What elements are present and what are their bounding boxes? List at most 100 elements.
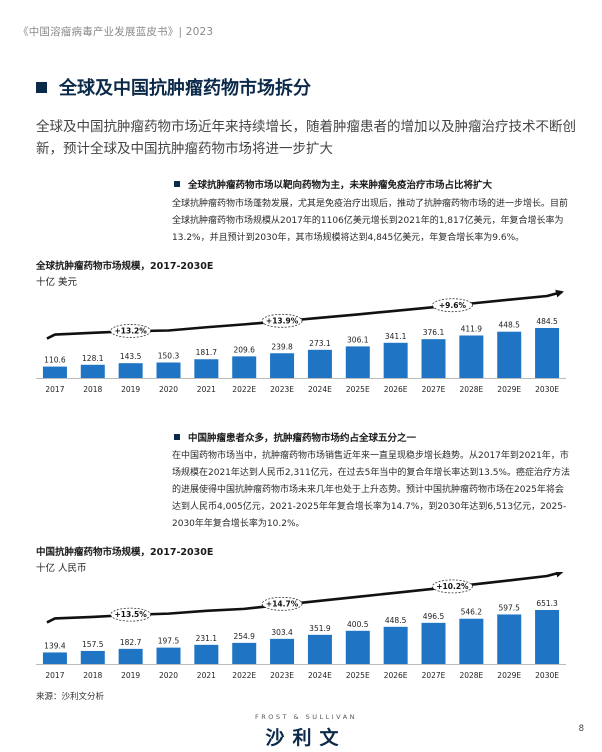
global-subheading: 全球抗肿瘤药物市场以靶向药物为主，未来肿瘤免疫治疗市场占比将扩大: [174, 177, 492, 191]
bar-2020: [156, 362, 181, 378]
category-tick-label: 2027E: [422, 385, 446, 394]
bar-value-label: 484.5: [536, 317, 558, 326]
bar-2026E: [383, 626, 408, 664]
cagr-annotation: +13.5%: [110, 607, 152, 622]
cagr-label: +13.5%: [114, 610, 147, 619]
cagr-label: +14.7%: [266, 599, 299, 608]
bar-2019: [118, 648, 143, 664]
bar-value-label: 157.5: [82, 640, 104, 649]
bar-2027E: [421, 339, 446, 378]
bar-value-label: 496.5: [423, 612, 445, 621]
bar-value-label: 448.5: [498, 321, 520, 330]
bar-2021: [194, 359, 219, 378]
bar-2023E: [270, 353, 295, 378]
cagr-annotation: +10.2%: [432, 579, 473, 594]
section-title-text: 全球及中国抗肿瘤药物市场拆分: [59, 78, 311, 99]
china-chart-unit: 十亿 人民币: [36, 563, 87, 574]
bar-2020: [156, 647, 181, 664]
bar-2019: [118, 363, 143, 378]
bar-2022E: [232, 642, 257, 664]
category-tick-label: 2018: [83, 385, 102, 394]
category-tick-label: 2025E: [346, 385, 370, 394]
category-tick-label: 2020: [159, 671, 178, 680]
bar-2021: [194, 644, 219, 664]
bar-value-label: 128.1: [82, 354, 104, 363]
bar-2030E: [535, 328, 560, 378]
category-tick-label: 2019: [121, 671, 140, 680]
category-tick-label: 2027E: [422, 671, 446, 680]
bar-2017: [42, 652, 67, 664]
bar-2029E: [497, 331, 522, 378]
cagr-annotation: +9.6%: [432, 298, 473, 313]
china-chart-title: 中国抗肿瘤药物市场规模，2017-2030E: [36, 547, 214, 558]
cagr-annotation: +13.9%: [261, 313, 303, 328]
global-market-chart: 110.6 2017 128.1 2018 143.5 2019 150.3 2020 181.…: [36, 289, 566, 394]
bar-value-label: 209.6: [233, 345, 255, 354]
bar-value-label: 239.8: [271, 342, 293, 351]
global-chart-title: 全球抗肿瘤药物市场规模，2017-2030E: [36, 261, 214, 272]
frost-sullivan-logo: FROST & SULLIVAN 沙利文: [236, 713, 376, 750]
bar-value-label: 341.1: [385, 332, 407, 341]
category-tick-label: 2021: [197, 385, 216, 394]
bar-2022E: [232, 356, 257, 378]
category-tick-label: 2023E: [270, 671, 294, 680]
category-tick-label: 2022E: [232, 385, 256, 394]
bar-2024E: [307, 349, 332, 378]
global-subheading-marker: [174, 181, 180, 187]
bar-2029E: [497, 614, 522, 664]
bar-2028E: [459, 335, 484, 378]
china-subheading: 中国肿瘤患者众多，抗肿瘤药物市场约占全球五分之一: [174, 430, 416, 444]
category-tick-label: 2025E: [346, 671, 370, 680]
category-tick-label: 2020: [159, 385, 178, 394]
category-tick-label: 2026E: [384, 671, 408, 680]
bar-value-label: 303.4: [271, 628, 293, 637]
bar-value-label: 376.1: [423, 328, 445, 337]
logo-english: FROST & SULLIVAN: [254, 713, 358, 721]
bar-value-label: 254.9: [233, 632, 255, 641]
bar-value-label: 150.3: [158, 351, 180, 360]
category-tick-label: 2023E: [270, 385, 294, 394]
china-paragraph: 在中国药物市场当中，抗肿瘤药物市场销售近年来一直呈现稳步增长趋势。从2017年到…: [172, 451, 570, 529]
bar-2023E: [270, 638, 295, 664]
bar-value-label: 411.9: [461, 324, 483, 333]
category-tick-label: 2022E: [232, 671, 256, 680]
source-footnote: 来源：沙利文分析: [36, 692, 105, 702]
category-tick-label: 2024E: [308, 671, 332, 680]
global-subheading-text: 全球抗肿瘤药物市场以靶向药物为主，未来肿瘤免疫治疗市场占比将扩大: [188, 180, 493, 191]
china-subheading-text: 中国肿瘤患者众多，抗肿瘤药物市场约占全球五分之一: [188, 433, 417, 444]
bar-value-label: 231.1: [196, 634, 218, 643]
category-tick-label: 2030E: [535, 385, 559, 394]
bar-value-label: 273.1: [309, 339, 331, 348]
section-title: 全球及中国抗肿瘤药物市场拆分: [36, 74, 311, 100]
logo-chinese: 沙利文: [265, 727, 347, 749]
bar-value-label: 182.7: [120, 638, 142, 647]
bar-value-label: 400.5: [347, 620, 369, 629]
global-paragraph: 全球抗肿瘤药物市场蓬勃发展，尤其是免疫治疗出现后，推动了抗肿瘤药物市场的进一步增…: [172, 199, 569, 243]
intro-paragraph: 全球及中国抗肿瘤药物市场近年来持续增长，随着肿瘤患者的增加以及肿瘤治疗技术不断创…: [36, 119, 576, 157]
bar-2030E: [535, 610, 560, 664]
bar-value-label: 139.4: [44, 641, 66, 650]
bar-value-label: 546.2: [461, 608, 483, 617]
bar-2028E: [459, 618, 484, 664]
bar-2027E: [421, 622, 446, 664]
category-tick-label: 2021: [197, 671, 216, 680]
bar-2018: [80, 364, 105, 378]
category-tick-label: 2017: [45, 671, 64, 680]
category-tick-label: 2017: [45, 385, 64, 394]
category-tick-label: 2028E: [459, 385, 483, 394]
category-tick-label: 2019: [121, 385, 140, 394]
bar-2018: [80, 650, 105, 664]
category-tick-label: 2028E: [459, 671, 483, 680]
bar-2026E: [383, 342, 408, 378]
document-header: 《中国溶瘤病毒产业发展蓝皮书》| 2023: [18, 26, 214, 38]
cagr-label: +9.6%: [439, 301, 467, 310]
bar-value-label: 143.5: [120, 352, 142, 361]
bar-2017: [42, 366, 67, 378]
bar-2024E: [307, 634, 332, 664]
bar-value-label: 448.5: [385, 616, 407, 625]
category-tick-label: 2026E: [384, 385, 408, 394]
cagr-annotation: +13.2%: [110, 324, 152, 338]
bar-2025E: [345, 630, 370, 664]
bar-value-label: 651.3: [536, 599, 558, 608]
cagr-label: +13.9%: [266, 316, 299, 325]
